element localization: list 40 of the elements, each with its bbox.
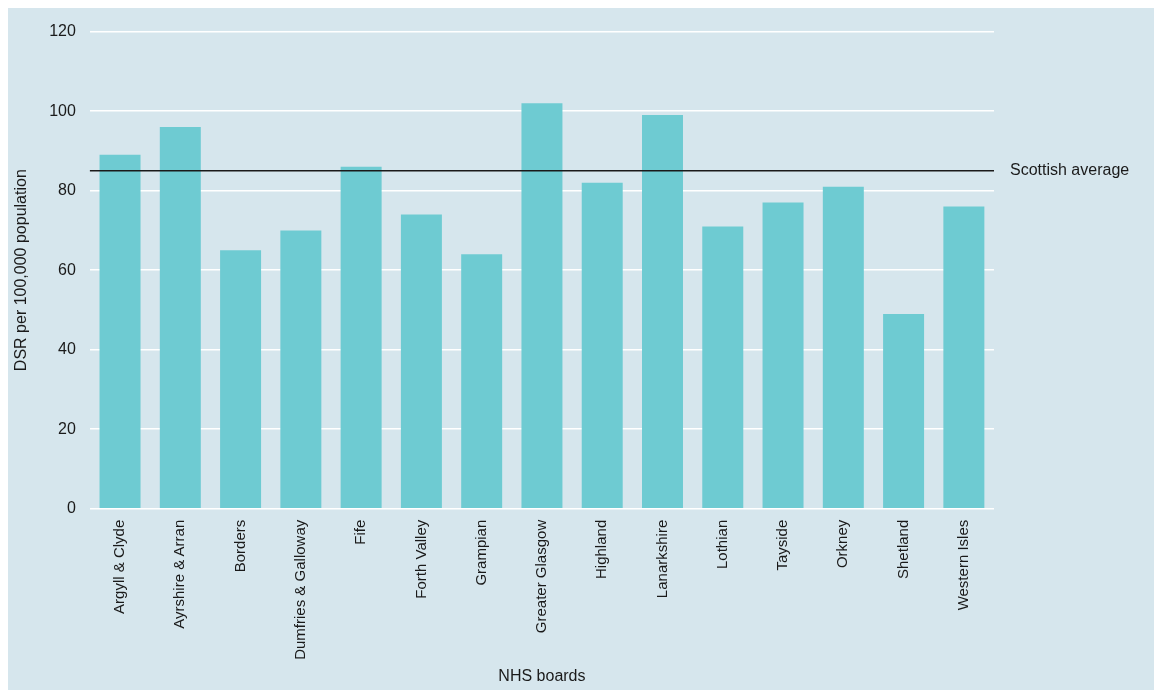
- bar: [280, 230, 322, 509]
- bar: [99, 154, 141, 509]
- y-tick-label: 20: [58, 419, 76, 437]
- x-tick-label: Fife: [351, 519, 369, 545]
- bar: [642, 115, 683, 509]
- x-tick-label: Argyll & Clyde: [110, 519, 128, 614]
- bar: [943, 206, 985, 509]
- y-tick-label: 80: [58, 181, 76, 199]
- x-tick-label: Ayrshire & Arran: [170, 519, 188, 629]
- bar: [461, 254, 503, 509]
- bar: [702, 226, 744, 509]
- bar: [762, 202, 804, 509]
- bar: [159, 127, 201, 509]
- x-tick-label: Shetland: [893, 519, 911, 579]
- x-tick-label: Grampian: [471, 519, 489, 586]
- y-tick-label: 60: [58, 260, 76, 278]
- x-tick-label: Lanarkshire: [652, 519, 670, 599]
- y-axis-title: DSR per 100,000 population: [12, 169, 30, 372]
- x-tick-label: Orkney: [833, 519, 851, 569]
- x-tick-label: Highland: [592, 519, 610, 579]
- x-tick-label: Lothian: [712, 519, 730, 569]
- x-tick-label: Greater Glasgow: [532, 519, 550, 634]
- x-tick-label: Dumfries & Galloway: [290, 519, 308, 660]
- x-tick-label: Forth Valley: [411, 519, 429, 599]
- y-tick-label: 0: [66, 499, 76, 517]
- y-tick-label: 120: [49, 22, 76, 40]
- ref-line-label: Scottish average: [1010, 161, 1130, 179]
- bar: [220, 250, 262, 509]
- bar: [822, 186, 864, 509]
- bar: [581, 182, 623, 509]
- bar: [883, 313, 925, 509]
- x-tick-label: Western Isles: [954, 519, 971, 611]
- x-tick-label: Borders: [230, 519, 248, 573]
- bar: [400, 214, 442, 509]
- x-tick-label: Tayside: [773, 519, 791, 571]
- y-tick-label: 100: [49, 101, 76, 119]
- bar: [340, 166, 382, 509]
- y-tick-label: 40: [58, 340, 76, 358]
- x-axis-title: NHS boards: [498, 666, 586, 684]
- bar: [521, 103, 563, 509]
